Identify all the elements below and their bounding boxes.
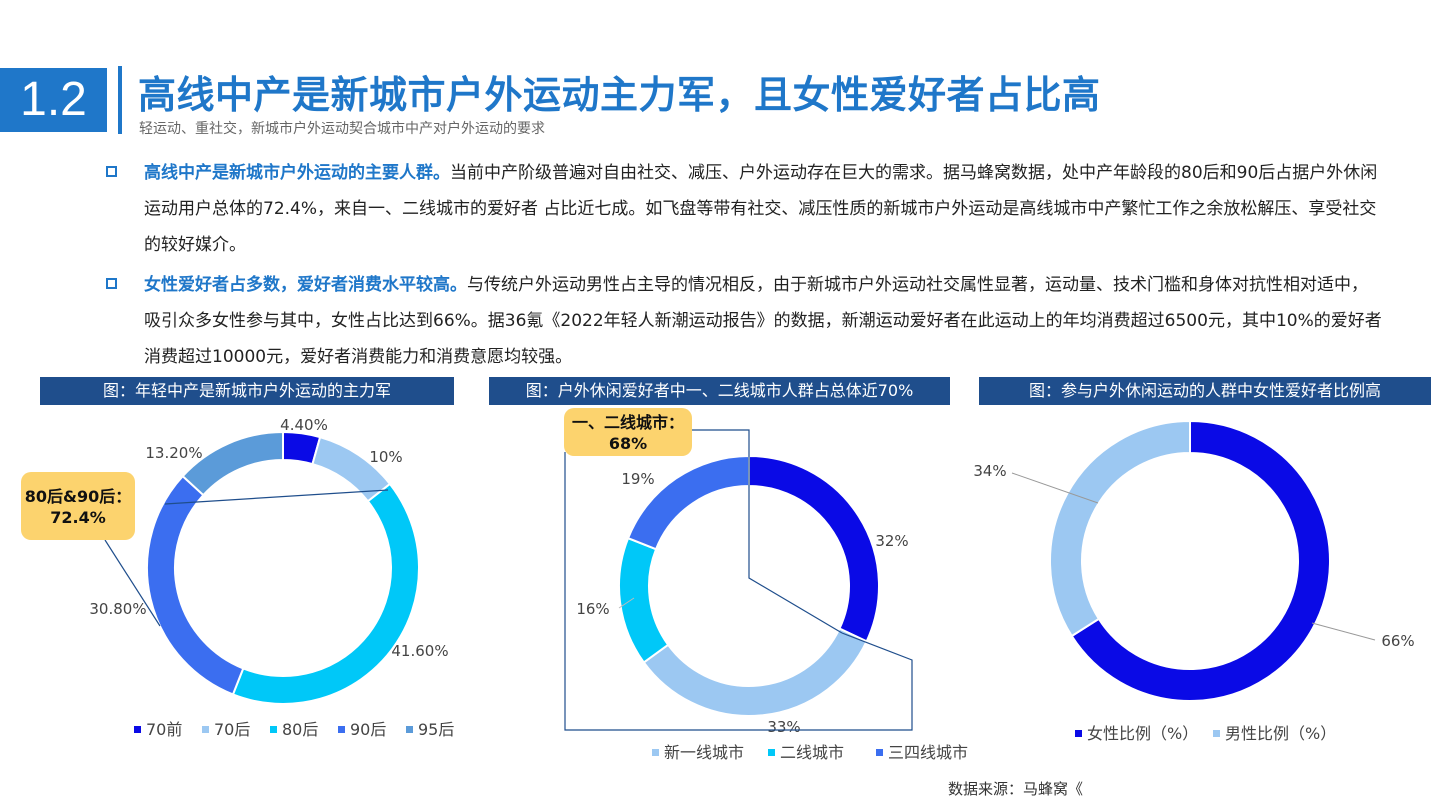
chart1-slice [231, 482, 420, 705]
chart1-callout-line1: 80后&90后： [25, 487, 132, 506]
chart2-callout-line2: 68% [609, 434, 647, 453]
chart1-legend-swatch [134, 726, 141, 733]
chart-2-title: 图：户外休闲爱好者中一、二线城市人群占总体近70% [489, 377, 950, 405]
chart1-legend-swatch [202, 726, 209, 733]
chart1-data-label: 30.80% [89, 600, 146, 618]
chart3-label-leader [1311, 622, 1376, 641]
chart3-legend-label: 男性比例（%） [1225, 724, 1336, 743]
chart2-callout-leader [690, 429, 843, 634]
chart1-data-label: 13.20% [145, 444, 202, 462]
chart1-callout-leader [164, 489, 389, 505]
page-title: 高线中产是新城市户外运动主力军，且女性爱好者占比高 [138, 73, 1101, 117]
chart1-slice [146, 474, 245, 696]
bullet-list: 高线中产是新城市户外运动的主要人群。当前中产阶级普遍对自由社交、减压、户外运动存… [104, 155, 1384, 379]
chart2-legend-swatch [652, 749, 659, 756]
page-subtitle: 轻运动、重社交，新城市户外运动契合城市中产对户外运动的要求 [139, 121, 545, 137]
chart1-slice [181, 430, 284, 497]
chart3-slice [1070, 419, 1331, 702]
chart3-slice [1049, 419, 1191, 638]
chart2-label-leader [618, 597, 635, 609]
chart2-callout-leader [564, 452, 913, 731]
chart2-legend-swatch [876, 749, 883, 756]
chart1-legend-label: 95后 [418, 720, 454, 739]
chart1-legend-label: 90后 [350, 720, 386, 739]
chart1-data-label: 10% [369, 448, 402, 466]
chart1-legend-label: 70后 [214, 720, 250, 739]
chart2-data-label: 19% [621, 470, 654, 488]
bullet-highlight: 高线中产是新城市户外运动的主要人群。 [144, 163, 450, 183]
chart2-legend-label: 三四线城市 [888, 743, 968, 762]
bullet-item: 女性爱好者占多数，爱好者消费水平较高。与传统户外运动男性占主导的情况相反，由于新… [104, 267, 1384, 375]
chart1-legend-label: 70前 [146, 720, 182, 739]
chart2-slice [642, 627, 868, 717]
square-bullet-icon [106, 278, 117, 289]
bullet-highlight: 女性爱好者占多数，爱好者消费水平较高。 [144, 275, 467, 295]
chart1-callout-line2: 72.4% [50, 508, 106, 527]
chart-1-title: 图：年轻中产是新城市户外运动的主力军 [40, 377, 454, 405]
chart1-legend-swatch [338, 726, 345, 733]
chart2-data-label: 32% [875, 532, 908, 550]
chart2-slice [748, 454, 880, 643]
bullet-text: 当前中产阶级普遍对自由社交、减压、户外运动存在巨大的需求。据马蜂窝数据，处中产年… [144, 163, 1378, 255]
chart1-legend-swatch [406, 726, 413, 733]
bullet-item: 高线中产是新城市户外运动的主要人群。当前中产阶级普遍对自由社交、减压、户外运动存… [104, 155, 1384, 263]
chart1-data-label: 4.40% [280, 416, 328, 434]
chart2-slice [618, 536, 670, 664]
chart1-callout-leader [104, 539, 161, 627]
section-number: 1.2 [0, 68, 107, 132]
chart2-legend-swatch [768, 749, 775, 756]
chart1-callout-box [21, 472, 135, 540]
chart2-legend-label: 新一线城市 [664, 743, 744, 762]
chart3-legend-swatch [1075, 730, 1082, 737]
chart3-label-leader [1011, 472, 1099, 504]
chart2-data-label: 16% [576, 600, 609, 618]
square-bullet-icon [106, 166, 117, 177]
chart2-callout-line1: 一、二线城市： [572, 413, 684, 432]
chart1-legend-swatch [270, 726, 277, 733]
chart3-legend-swatch [1213, 730, 1220, 737]
chart1-data-label: 41.60% [391, 642, 448, 660]
chart2-callout-box [564, 408, 692, 456]
chart2-legend-label: 二线城市 [780, 743, 844, 762]
chart-3-title: 图：参与户外休闲运动的人群中女性爱好者比例高 [979, 377, 1431, 405]
chart1-legend-label: 80后 [282, 720, 318, 739]
data-source: 数据来源：马蜂窝《 [948, 780, 1084, 798]
chart3-legend-label: 女性比例（%） [1087, 724, 1198, 743]
title-divider [118, 66, 122, 134]
bullet-text: 与传统户外运动男性占主导的情况相反，由于新城市户外运动社交属性显著，运动量、技术… [144, 275, 1382, 367]
chart3-data-label: 66% [1381, 632, 1414, 650]
chart3-data-label: 34% [973, 462, 1006, 480]
chart2-data-label: 33% [767, 718, 800, 736]
chart1-slice [311, 435, 392, 503]
